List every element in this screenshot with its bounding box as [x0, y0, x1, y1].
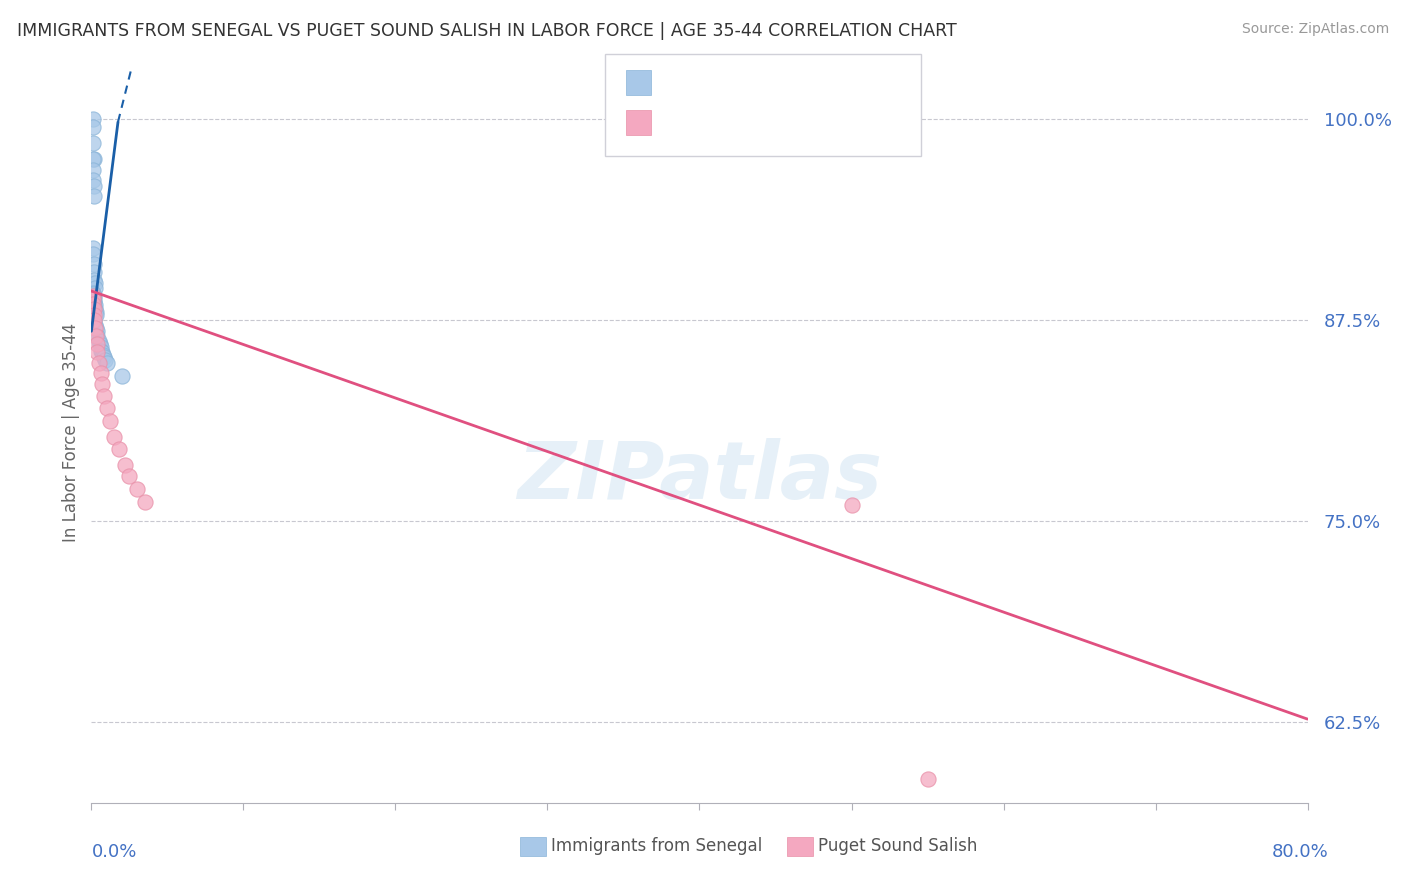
- Point: [91, 348, 114, 362]
- Point: [82, 295, 104, 310]
- Point: [84, 281, 107, 295]
- Point: [96, 401, 118, 416]
- Point: [83, 273, 105, 287]
- Point: [89, 340, 111, 354]
- Point: [82, 289, 104, 303]
- Text: R =  0.425   N = 50: R = 0.425 N = 50: [662, 74, 838, 92]
- Text: 0.0%: 0.0%: [91, 843, 136, 861]
- Point: [87, 356, 110, 370]
- Point: [82, 300, 104, 314]
- Text: Immigrants from Senegal: Immigrants from Senegal: [551, 837, 762, 855]
- Text: 80.0%: 80.0%: [1272, 843, 1329, 861]
- Point: [107, 442, 129, 456]
- Point: [90, 343, 112, 358]
- Point: [86, 329, 108, 343]
- Point: [84, 321, 107, 335]
- Point: [83, 301, 105, 316]
- Point: [89, 366, 111, 380]
- Point: [83, 295, 105, 310]
- Point: [82, 240, 104, 254]
- Point: [94, 353, 117, 368]
- Point: [93, 350, 115, 364]
- Point: [84, 308, 107, 322]
- Point: [91, 345, 114, 359]
- Point: [91, 377, 114, 392]
- Point: [111, 369, 134, 384]
- Point: [82, 120, 104, 134]
- Point: [82, 298, 104, 312]
- Point: [82, 297, 104, 311]
- Point: [96, 356, 118, 370]
- Y-axis label: In Labor Force | Age 35-44: In Labor Force | Age 35-44: [62, 323, 80, 542]
- Point: [84, 321, 107, 335]
- Point: [114, 458, 136, 472]
- Point: [82, 163, 104, 178]
- Point: [86, 324, 108, 338]
- Point: [82, 292, 104, 306]
- Text: ZIPatlas: ZIPatlas: [517, 438, 882, 516]
- Point: [83, 313, 105, 327]
- Point: [134, 495, 156, 509]
- Point: [82, 136, 104, 150]
- Point: [84, 301, 107, 316]
- Point: [83, 257, 105, 271]
- Point: [83, 298, 105, 312]
- Point: [82, 152, 104, 166]
- Point: [82, 293, 104, 308]
- Point: [917, 772, 939, 786]
- Point: [82, 292, 104, 306]
- Point: [82, 301, 104, 316]
- Point: [83, 313, 105, 327]
- Point: [84, 318, 107, 332]
- Point: [82, 290, 104, 304]
- Point: [82, 247, 104, 261]
- Point: [89, 337, 111, 351]
- Point: [118, 469, 141, 483]
- Text: R = -0.54   N = 24: R = -0.54 N = 24: [662, 113, 828, 131]
- Point: [82, 285, 104, 300]
- Point: [93, 388, 115, 402]
- Point: [83, 292, 105, 306]
- Point: [125, 482, 148, 496]
- Point: [82, 112, 104, 126]
- Point: [84, 329, 107, 343]
- Point: [86, 337, 108, 351]
- Point: [83, 152, 105, 166]
- Point: [83, 265, 105, 279]
- Point: [83, 179, 105, 194]
- Point: [98, 414, 121, 428]
- Point: [84, 305, 107, 319]
- Point: [82, 303, 104, 318]
- Point: [86, 345, 108, 359]
- Text: IMMIGRANTS FROM SENEGAL VS PUGET SOUND SALISH IN LABOR FORCE | AGE 35-44 CORRELA: IMMIGRANTS FROM SENEGAL VS PUGET SOUND S…: [17, 22, 956, 40]
- Point: [82, 297, 104, 311]
- Point: [83, 289, 105, 303]
- Point: [103, 430, 125, 444]
- Point: [841, 498, 863, 512]
- Point: [82, 289, 104, 303]
- Point: [82, 287, 104, 301]
- Point: [83, 276, 105, 290]
- Point: [83, 308, 105, 322]
- Point: [82, 173, 104, 187]
- Point: [87, 334, 110, 348]
- Text: Source: ZipAtlas.com: Source: ZipAtlas.com: [1241, 22, 1389, 37]
- Point: [83, 189, 105, 203]
- Text: Puget Sound Salish: Puget Sound Salish: [818, 837, 977, 855]
